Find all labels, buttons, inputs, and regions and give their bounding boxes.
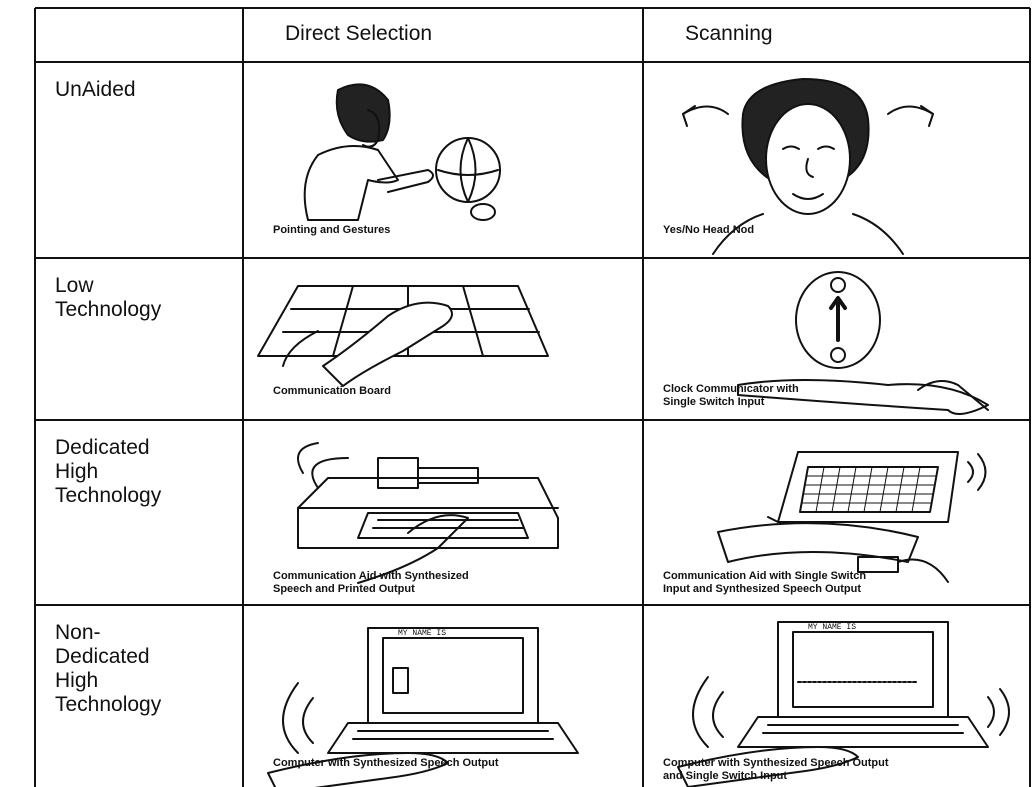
sketch-line xyxy=(879,466,889,513)
sketch-line xyxy=(327,722,579,754)
illustration xyxy=(297,442,559,584)
sketch-line xyxy=(677,746,859,787)
sketch-line xyxy=(257,285,549,357)
caption: Communication Aid with Synthesized Speec… xyxy=(273,570,469,595)
sketch-line xyxy=(767,451,959,523)
sketch-line xyxy=(830,277,846,293)
sketch-line xyxy=(282,330,319,367)
sketch-line xyxy=(830,347,846,363)
sketch-line xyxy=(692,676,724,748)
sketch-line xyxy=(682,105,934,127)
screen-text: MY NAME IS xyxy=(808,623,857,632)
illustration xyxy=(737,271,989,415)
sketch-line xyxy=(799,466,939,513)
sketch-line xyxy=(470,203,496,221)
row-label: Low Technology xyxy=(55,274,162,321)
sketch-line xyxy=(297,457,559,509)
sketch-line xyxy=(847,466,857,513)
sketch-line xyxy=(712,213,904,255)
sketch-line xyxy=(297,442,349,489)
sketch-line xyxy=(335,83,391,143)
sketch-line xyxy=(435,137,501,203)
sketch-line xyxy=(357,514,469,584)
illustration xyxy=(257,285,549,387)
sketch-line xyxy=(737,716,989,748)
column-header: Direct Selection xyxy=(285,22,433,45)
sketch-line xyxy=(377,169,434,193)
sketch-line xyxy=(267,752,449,787)
sketch-line xyxy=(297,477,559,549)
caption: Pointing and Gestures xyxy=(273,224,391,236)
row-label: Non- Dedicated High Technology xyxy=(55,621,162,716)
sketch-line xyxy=(987,688,1010,736)
sketch-line xyxy=(357,512,529,539)
sketch-line xyxy=(815,466,825,513)
sketch-line xyxy=(911,466,921,513)
caption: Clock Communicator with Single Switch In… xyxy=(663,383,799,408)
sketch-line xyxy=(782,145,835,200)
sketch-line xyxy=(392,667,409,694)
illustration xyxy=(267,627,579,787)
illustration xyxy=(303,83,501,221)
row-label: Dedicated High Technology xyxy=(55,436,162,507)
sketch-line xyxy=(717,522,919,563)
sketch-line xyxy=(322,301,453,387)
column-header: Scanning xyxy=(685,22,773,45)
sketch-line xyxy=(437,137,499,203)
caption: Computer with Synthesized Speech Output … xyxy=(663,757,889,782)
sketch-line xyxy=(857,556,949,583)
screen-text: MY NAME IS xyxy=(398,629,447,638)
sketch-line xyxy=(895,466,905,513)
sketch-line xyxy=(282,682,314,754)
sketch-line xyxy=(917,380,989,411)
illustration xyxy=(717,451,987,583)
sketch-line xyxy=(737,379,989,415)
caption: Communication Aid with Single Switch Inp… xyxy=(663,570,867,595)
caption: Yes/No Head Nod xyxy=(663,224,755,236)
sketch-line xyxy=(303,145,399,221)
sketch-line xyxy=(777,621,949,718)
sketch-line xyxy=(863,466,873,513)
caption: Computer with Synthesized Speech Output xyxy=(273,757,499,769)
illustration xyxy=(682,78,934,255)
sketch-line xyxy=(795,271,881,369)
sketch-line xyxy=(831,466,841,513)
illustration xyxy=(677,621,1010,787)
sketch-line xyxy=(829,296,847,342)
sketch-line xyxy=(967,453,987,491)
row-label: UnAided xyxy=(55,78,136,101)
caption: Communication Board xyxy=(273,385,391,397)
